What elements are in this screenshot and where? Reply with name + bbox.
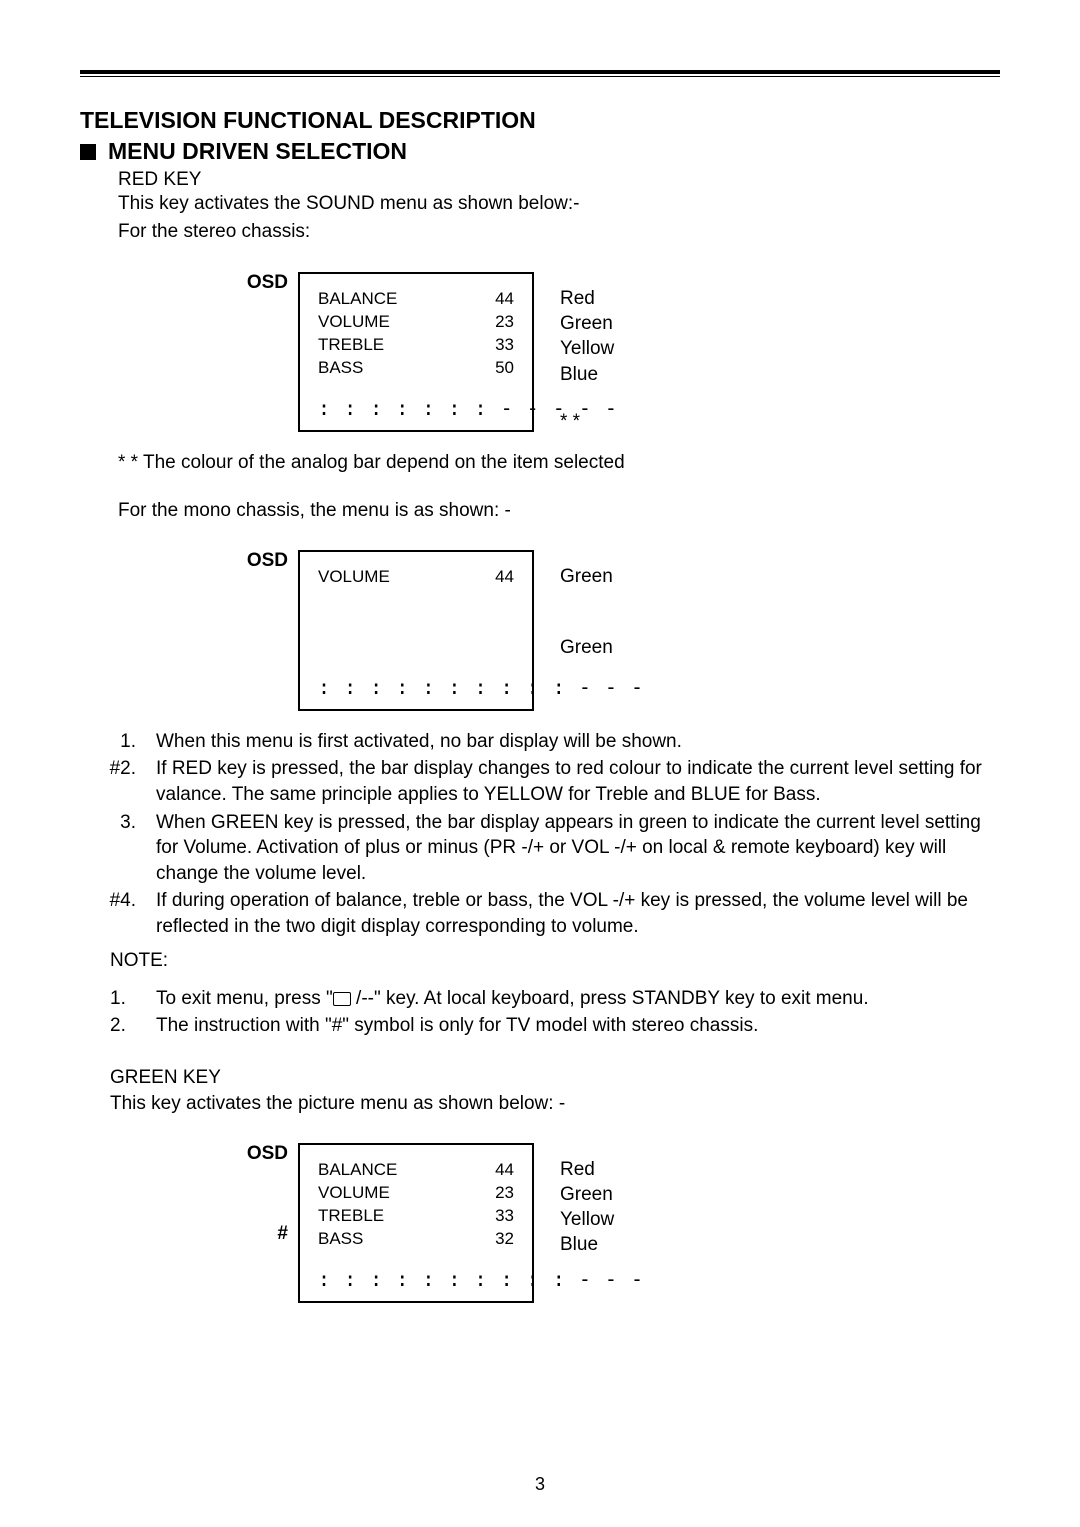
page-subtitle: MENU DRIVEN SELECTION	[108, 138, 407, 165]
red-key-line2: For the stereo chassis:	[118, 219, 1000, 245]
note1-txt-b: /--" key. At local keyboard, press STAND…	[351, 988, 869, 1009]
red-key-line1: This key activates the SOUND menu as sho…	[118, 191, 1000, 217]
rule-top-thick	[80, 70, 1000, 74]
osd3-hash: #	[277, 1223, 288, 1293]
osd-stereo: OSD BALANCE 44 VOLUME 23 TREBLE 33 BASS 50 :…	[80, 272, 1000, 433]
osd3-c1: Green	[560, 1182, 614, 1207]
osd-mono: OSD VOLUME 44 : : : : : : : : : : - - - G…	[80, 550, 1000, 711]
osd3-r2-val: 33	[495, 1205, 514, 1228]
osd2-bar: : : : : : : : : : : - - -	[318, 675, 514, 699]
note-label: NOTE:	[110, 950, 1000, 972]
osd3-c3: Blue	[560, 1232, 614, 1257]
mono-intro: For the mono chassis, the menu is as sho…	[118, 500, 1000, 522]
li2-txt: If RED key is pressed, the bar display c…	[156, 756, 1000, 807]
osd3-r2-name: TREBLE	[318, 1205, 384, 1228]
page-title: TELEVISION FUNCTIONAL DESCRIPTION	[80, 107, 1000, 134]
red-key-heading: RED KEY	[118, 169, 1000, 191]
osd3-c0: Red	[560, 1157, 614, 1182]
li4-num: #4.	[80, 888, 156, 939]
osd1-c0: Red	[560, 286, 614, 311]
note1-num: 1.	[80, 986, 156, 1012]
osd3-r1-name: VOLUME	[318, 1182, 390, 1205]
li3-num: 3.	[80, 810, 156, 887]
osd1-label: OSD	[247, 272, 288, 293]
osd1-c3: Blue	[560, 362, 614, 387]
osd3-bar: : : : : : : : : : : - - -	[318, 1267, 514, 1291]
bullet-icon	[80, 144, 96, 160]
osd1-bar: : : : : : : : - - - - -	[318, 396, 514, 420]
osd1-r3-val: 50	[495, 357, 514, 380]
osd3-label: OSD	[247, 1143, 288, 1165]
osd1-c2: Yellow	[560, 336, 614, 361]
subtitle-row: MENU DRIVEN SELECTION	[80, 138, 1000, 165]
osd-green: OSD # BALANCE 44 VOLUME 23 TREBLE 33 BASS 32…	[80, 1143, 1000, 1303]
page-number: 3	[0, 1474, 1080, 1495]
osd2-c1: Green	[560, 564, 613, 589]
green-key-heading: GREEN KEY	[110, 1067, 1000, 1089]
li4-txt: If during operation of balance, treble o…	[156, 888, 1000, 939]
osd2-c2: Green	[560, 635, 613, 660]
li2-num: #2.	[80, 756, 156, 807]
exit-key-icon	[333, 992, 351, 1006]
osd1-r1-val: 23	[495, 311, 514, 334]
osd3-r0-val: 44	[495, 1159, 514, 1182]
osd3-r3-val: 32	[495, 1228, 514, 1251]
osd1-r1-name: VOLUME	[318, 311, 390, 334]
osd1-c1: Green	[560, 311, 614, 336]
osd2-label: OSD	[247, 550, 288, 571]
note-list: 1. To exit menu, press " /--" key. At lo…	[80, 986, 1000, 1039]
osd3-r3-name: BASS	[318, 1228, 363, 1251]
osd3-box: BALANCE 44 VOLUME 23 TREBLE 33 BASS 32 : : :…	[298, 1143, 534, 1303]
osd1-r2-name: TREBLE	[318, 334, 384, 357]
li3-txt: When GREEN key is pressed, the bar displ…	[156, 810, 1000, 887]
osd1-r3-name: BASS	[318, 357, 363, 380]
li1-txt: When this menu is first activated, no ba…	[156, 729, 1000, 755]
osd1-r2-val: 33	[495, 334, 514, 357]
osd2-row-name: VOLUME	[318, 566, 390, 589]
note-after-osd1: * * The colour of the analog bar depend …	[118, 452, 1000, 474]
osd2-box: VOLUME 44 : : : : : : : : : : - - -	[298, 550, 534, 711]
li1-num: 1.	[80, 729, 156, 755]
note2-num: 2.	[80, 1013, 156, 1039]
osd3-colors: Red Green Yellow Blue	[560, 1143, 614, 1257]
note2-txt: The instruction with "#" symbol is only …	[156, 1013, 1000, 1039]
osd3-r0-name: BALANCE	[318, 1159, 397, 1182]
osd3-r1-val: 23	[495, 1182, 514, 1205]
osd1-box: BALANCE 44 VOLUME 23 TREBLE 33 BASS 50 : : :…	[298, 272, 534, 432]
osd1-r0-val: 44	[495, 288, 514, 311]
numbered-list: 1.When this menu is first activated, no …	[80, 729, 1000, 940]
osd2-colors: Green Green	[560, 550, 613, 684]
osd2-row-val: 44	[495, 566, 514, 589]
osd3-c2: Yellow	[560, 1207, 614, 1232]
osd1-r0-name: BALANCE	[318, 288, 397, 311]
green-key-line1: This key activates the picture menu as s…	[110, 1093, 1000, 1115]
rule-top-thin	[80, 76, 1000, 77]
note1-txt: To exit menu, press " /--" key. At local…	[156, 986, 1000, 1012]
note1-txt-a: To exit menu, press "	[156, 988, 333, 1009]
